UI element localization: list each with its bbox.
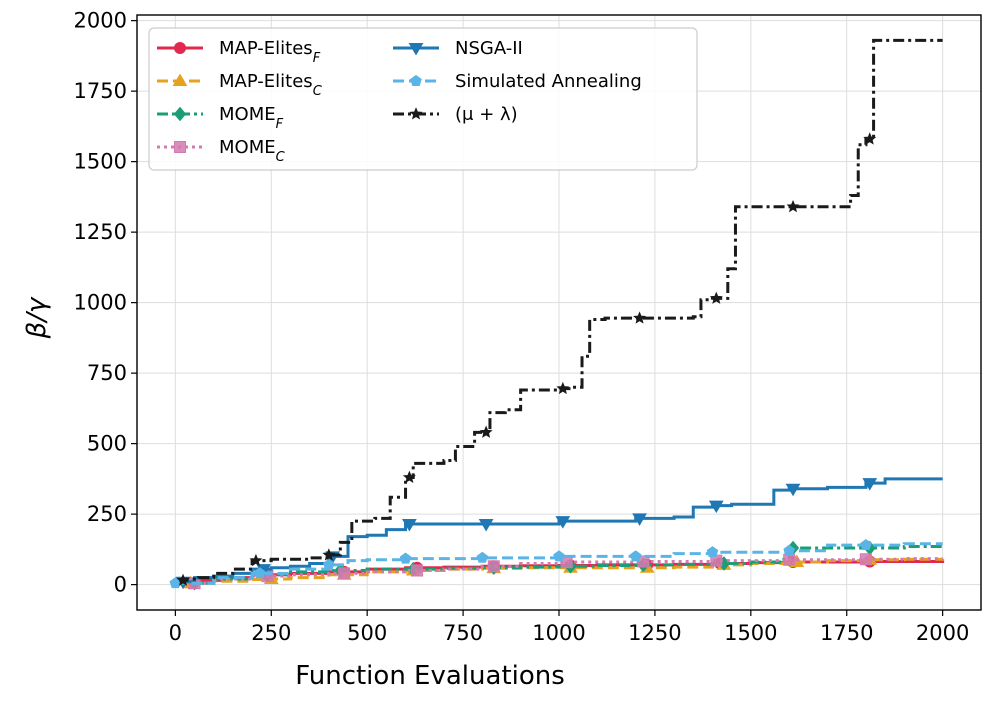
data-point-marker [783,544,796,556]
data-point-marker [402,518,417,532]
data-point-marker [476,551,489,563]
series-line [179,38,943,582]
y-tick-label: 1250 [74,220,127,244]
data-point-marker [860,539,872,551]
x-tick-label: 2000 [916,621,969,645]
data-point-marker [556,381,570,395]
series-7 [176,38,943,586]
data-point-marker [783,553,796,566]
legend-marker [410,74,422,86]
data-point-marker [633,311,647,324]
data-point-marker [253,567,266,579]
data-point-marker [487,560,500,573]
axis-ticks: 0 250 500 750 1000 1250 1500 1750 2000 0 250 500 750… [74,9,970,645]
data-point-marker [632,513,647,526]
series-line [175,542,943,585]
legend-marker [172,73,188,86]
data-point-marker [249,553,263,567]
y-tick-label: 2000 [74,9,127,33]
legend-label: NSGA-II [455,38,523,59]
y-tick-label: 0 [114,573,127,597]
data-point-marker [176,573,190,586]
legend-entry: Simulated Annealing [393,71,642,92]
y-tick-label: 1500 [74,150,127,174]
y-tick-label: 1000 [74,291,127,315]
y-tick-label: 500 [87,432,127,456]
series-line [175,545,943,585]
legend-box [148,27,698,171]
x-axis-label: Function Evaluations [295,661,565,691]
data-point-marker [402,470,416,483]
legend-entry: NSGA-II [393,38,523,59]
data-point-marker [862,478,878,491]
legend-label: (μ + λ) [455,104,518,125]
legend-entry: (μ + λ) [393,104,518,125]
data-point-marker [322,558,335,570]
y-axis-label: β/γ [22,296,52,339]
data-point-marker [708,500,724,514]
legend-label-subscript: F [276,117,284,132]
data-point-marker [553,550,565,562]
legend-label-subscript: C [276,150,286,165]
legend-label: Simulated Annealing [455,71,642,92]
data-point-marker [709,291,723,304]
data-point-marker [629,550,642,562]
y-tick-label: 1750 [74,79,127,103]
legend-marker [173,106,187,122]
legend-marker [409,107,423,120]
x-tick-label: 0 [169,621,182,645]
data-point-marker [786,199,800,213]
data-point-marker [411,564,424,577]
data-point-marker [785,483,801,497]
legend-marker [408,43,424,56]
data-point-marker [478,518,494,532]
data-point-marker [338,567,351,580]
legend-marker [174,141,186,153]
y-tick-label: 250 [87,502,127,526]
data-point-marker [863,132,877,145]
series-6 [169,539,943,589]
legend-marker [174,42,186,54]
x-tick-label: 750 [443,621,483,645]
data-point-marker [637,555,650,568]
data-point-marker [706,546,719,558]
data-point-marker [555,516,571,529]
data-point-marker [399,552,412,564]
x-tick-label: 500 [347,621,387,645]
series-layer [169,38,945,591]
x-tick-label: 1250 [628,621,681,645]
legend: MAP-ElitesFMAP-ElitesCMOMEFMOMECNSGA-IIS… [148,27,698,171]
y-tick-label: 750 [87,361,127,385]
x-tick-label: 1000 [532,621,585,645]
x-tick-label: 1750 [820,621,873,645]
data-point-marker [859,553,872,566]
legend-label-subscript: F [313,51,321,66]
data-point-marker [322,548,336,561]
x-tick-label: 250 [251,621,291,645]
x-tick-label: 1500 [724,621,777,645]
data-point-marker [479,425,493,438]
legend-label-subscript: C [313,84,323,99]
